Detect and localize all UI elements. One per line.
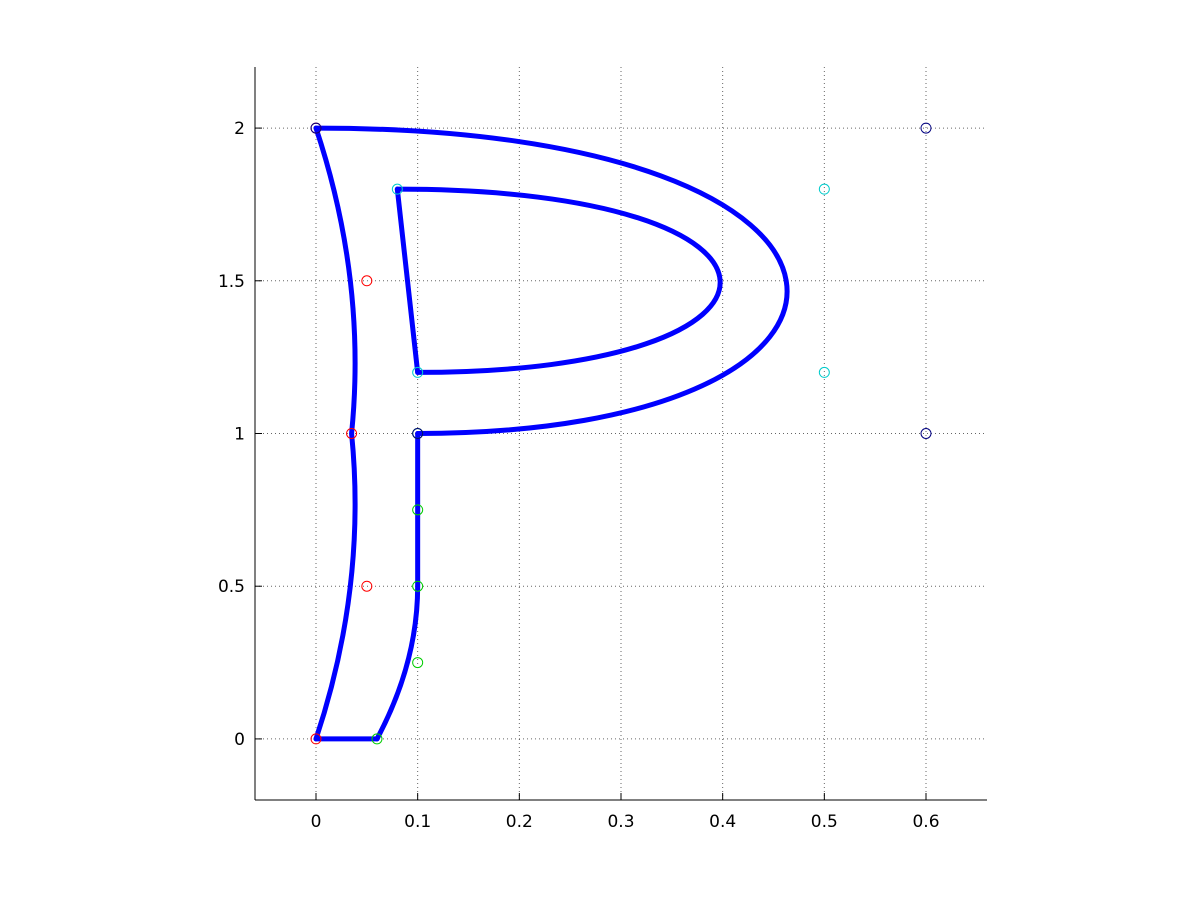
control-point-marker: [818, 183, 830, 195]
control-point-marker: [412, 504, 424, 516]
x-tick-label: 0.1: [404, 812, 431, 832]
curve-segment: [394, 186, 421, 375]
control-point-marker: [920, 428, 932, 439]
control-point-marker: [412, 428, 424, 439]
control-point-marker: [310, 122, 322, 134]
curve-segment: [313, 125, 358, 742]
control-point-marker: [818, 366, 830, 378]
x-tick-label: 0: [311, 812, 322, 832]
control-point-marker: [371, 733, 383, 745]
control-point-marker: [310, 733, 322, 745]
control-point-marker: [412, 580, 424, 592]
y-tick-label: 1: [234, 425, 245, 445]
control-point-marker: [361, 580, 373, 592]
y-tick-label: 2: [234, 119, 245, 139]
x-tick-label: 0.6: [912, 812, 939, 832]
x-tick-label: 0.2: [506, 812, 533, 832]
curve-segment: [313, 125, 790, 436]
control-points: [310, 122, 932, 745]
control-point-marker: [391, 183, 403, 195]
control-point-marker: [346, 428, 358, 439]
grid-lines: [255, 67, 987, 800]
y-tick-label: 0.5: [218, 577, 245, 597]
control-point-marker: [920, 122, 932, 134]
control-point-marker: [361, 275, 373, 287]
x-tick-labels: 0 0.1 0.2 0.3 0.4 0.5 0.6: [311, 812, 940, 832]
curve-segment: [394, 186, 723, 375]
tick-marks: [255, 127, 927, 800]
curve-segment: [374, 431, 421, 742]
x-tick-label: 0.5: [811, 812, 838, 832]
x-tick-label: 0.3: [607, 812, 634, 832]
control-point-marker: [412, 366, 424, 378]
axes: [254, 67, 987, 801]
letter-p-outline: [313, 125, 790, 742]
y-tick-label: 0: [234, 730, 245, 750]
y-tick-labels: 0 0.5 1 1.5 2: [218, 119, 245, 750]
x-tick-label: 0.4: [709, 812, 736, 832]
control-point-marker: [412, 657, 424, 669]
y-tick-label: 1.5: [218, 272, 245, 292]
